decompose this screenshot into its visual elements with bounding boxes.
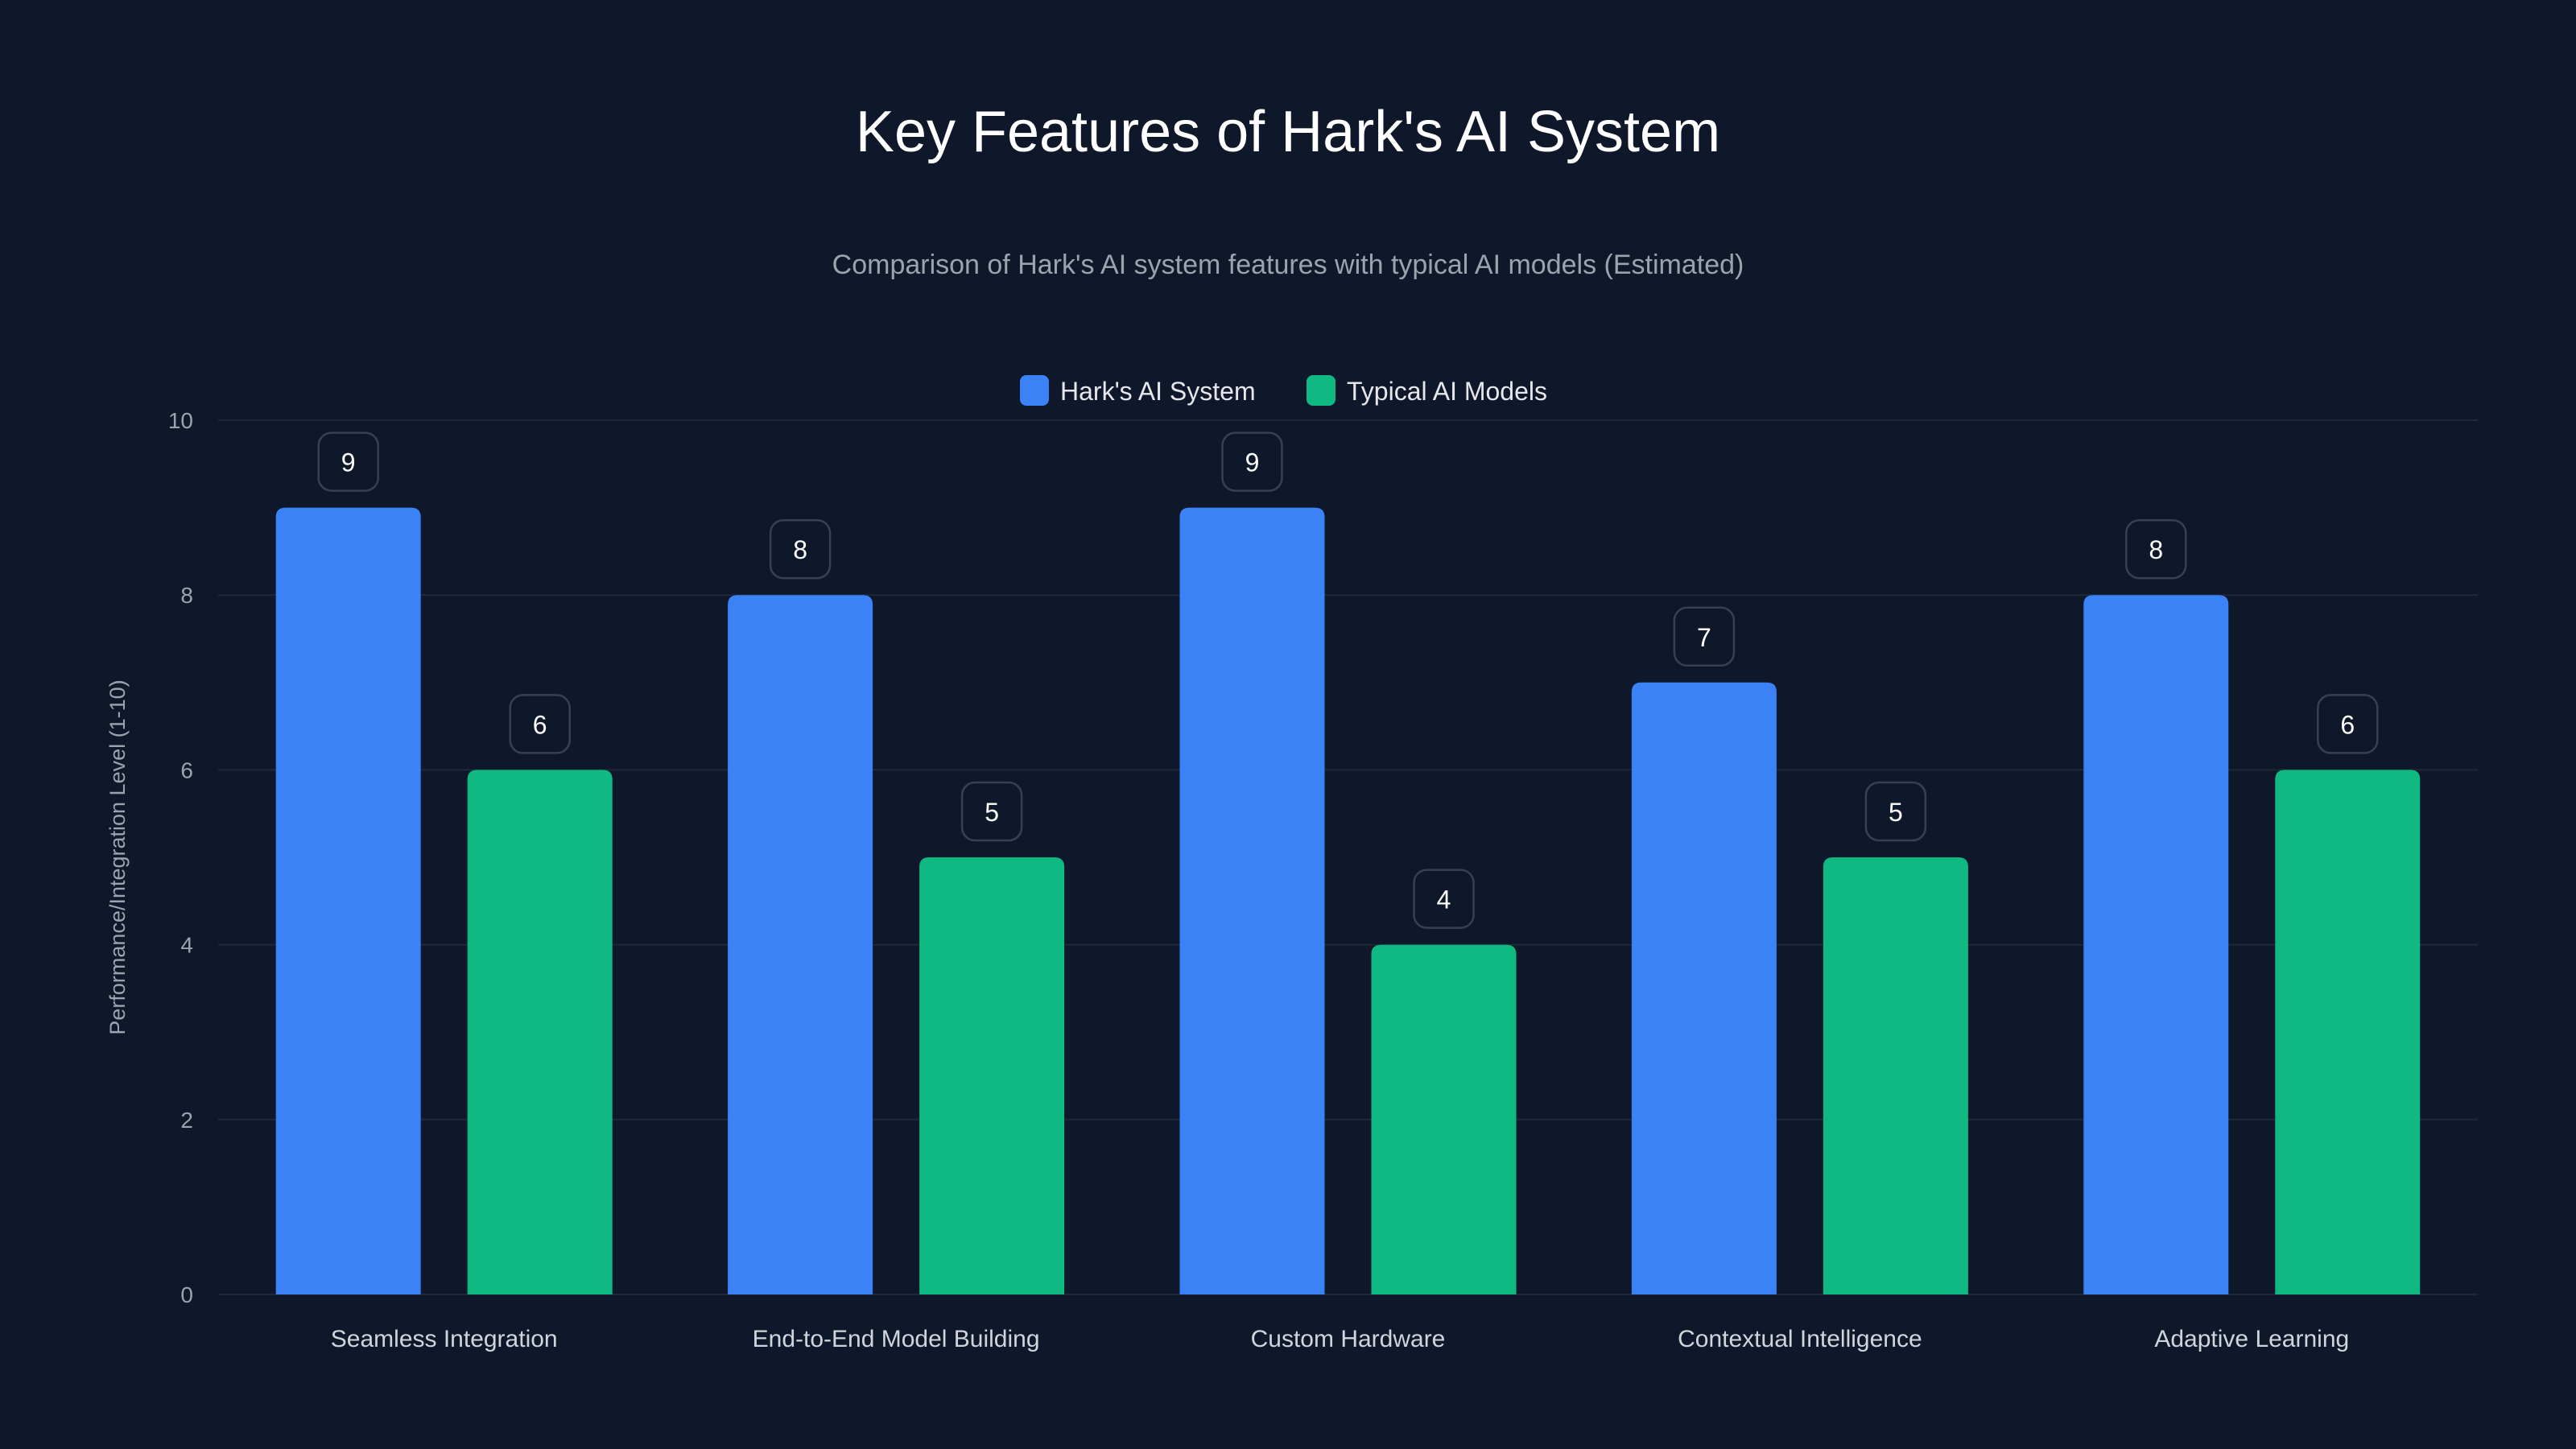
data-label-box xyxy=(509,694,571,754)
data-label: 5 xyxy=(1889,798,1903,827)
x-tick-label: Seamless Integration xyxy=(331,1326,558,1352)
x-tick-label: Adaptive Learning xyxy=(2154,1326,2349,1352)
data-label: 6 xyxy=(533,710,547,739)
data-label: 8 xyxy=(793,535,807,564)
data-label: 6 xyxy=(2340,710,2355,739)
data-label-box xyxy=(960,781,1023,842)
bar xyxy=(467,770,613,1294)
x-tick-label: Contextual Intelligence xyxy=(1678,1326,1922,1352)
bar xyxy=(728,595,873,1294)
bar xyxy=(1179,507,1325,1294)
data-label: 9 xyxy=(341,448,356,477)
data-label-box xyxy=(317,431,379,492)
bar xyxy=(1823,857,1968,1294)
x-tick-label: Custom Hardware xyxy=(1251,1326,1446,1352)
bar xyxy=(2275,770,2421,1294)
data-label-box xyxy=(1864,781,1927,842)
data-label-box xyxy=(2125,518,2187,580)
data-label: 9 xyxy=(1245,448,1260,477)
chart-title: Key Features of Hark's AI System xyxy=(856,100,1720,164)
data-label-box xyxy=(1221,431,1283,492)
y-tick-label: 10 xyxy=(168,408,193,433)
data-label: 4 xyxy=(1437,886,1451,914)
bar xyxy=(275,507,421,1294)
data-label: 8 xyxy=(2149,535,2163,564)
category-labels: Seamless Integration End-to-End Model Bui… xyxy=(331,1326,2349,1352)
legend-label: Typical AI Models xyxy=(1347,377,1547,406)
data-label-box xyxy=(2317,694,2379,754)
y-tick-label: 8 xyxy=(180,583,193,608)
bar xyxy=(1371,944,1517,1294)
y-tick-label: 0 xyxy=(180,1282,193,1307)
y-tick-label: 2 xyxy=(180,1108,193,1133)
data-label: 7 xyxy=(1697,623,1711,652)
data-label-box xyxy=(769,518,832,580)
y-tick-label: 6 xyxy=(180,758,193,782)
legend-swatch xyxy=(1020,375,1049,406)
legend-label: Hark's AI System xyxy=(1060,377,1256,406)
bar xyxy=(919,857,1065,1294)
data-label: 5 xyxy=(985,798,999,827)
bar xyxy=(1631,682,1777,1294)
y-tick-label: 4 xyxy=(180,933,193,958)
y-axis-label: Performance/Integration Level (1-10) xyxy=(105,679,130,1034)
chart-subtitle: Comparison of Hark's AI system features … xyxy=(832,250,1744,280)
data-label-box xyxy=(1673,606,1736,667)
x-tick-label: End-to-End Model Building xyxy=(753,1326,1040,1352)
legend: Hark's AI System Typical AI Models xyxy=(1020,375,1547,406)
bar xyxy=(2083,595,2229,1294)
bars: 9 6 8 5 9 4 7 5 8 6 xyxy=(275,431,2421,1294)
data-label-box xyxy=(1413,869,1475,929)
legend-swatch xyxy=(1307,375,1335,406)
